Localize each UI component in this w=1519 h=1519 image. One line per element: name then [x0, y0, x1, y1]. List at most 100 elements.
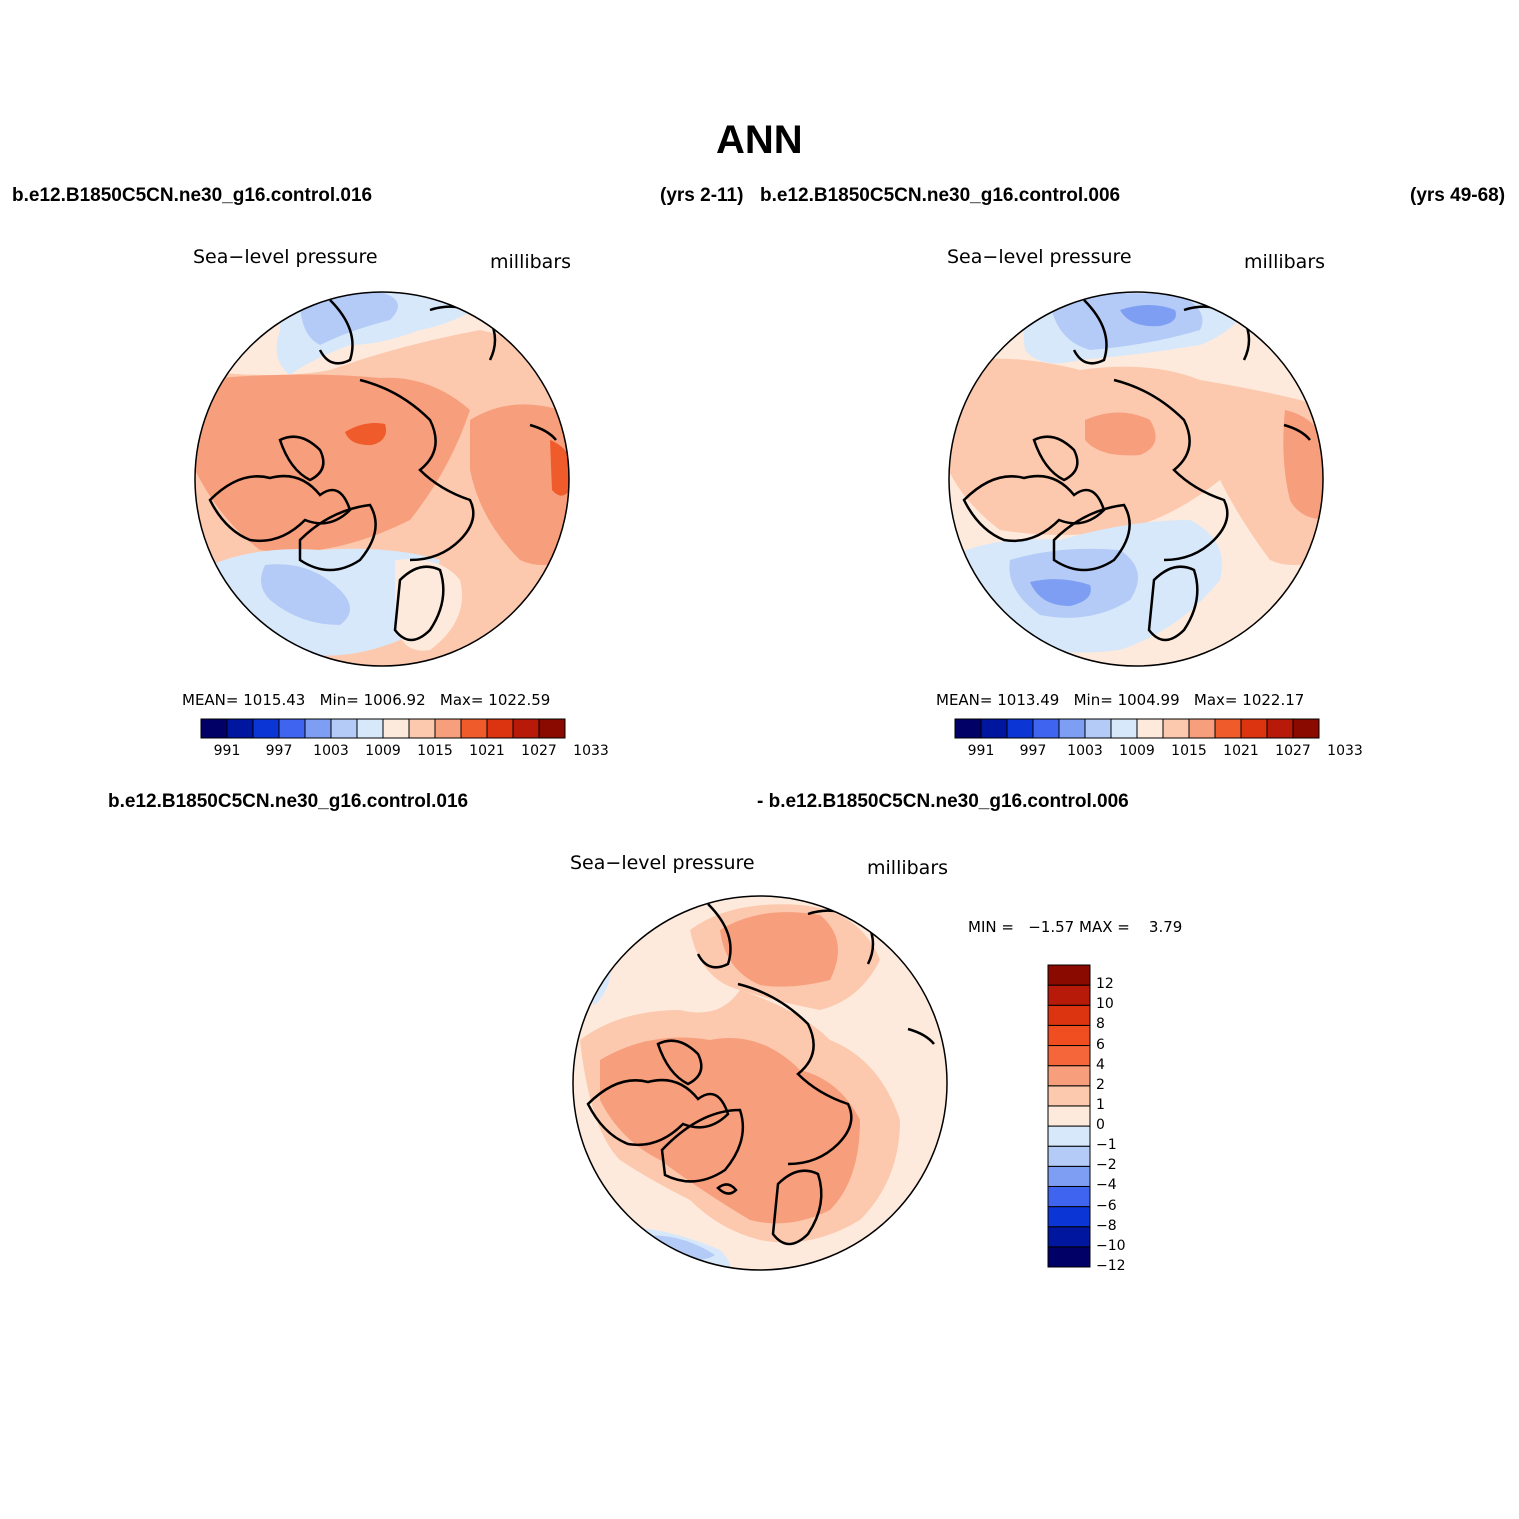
colorbar-tick-label: 1009 — [1119, 743, 1155, 759]
colorbar-swatch — [252, 718, 280, 739]
panel1-units: millibars — [490, 251, 572, 273]
colorbar-tick-label: 1021 — [1223, 743, 1259, 759]
colorbar-tick-label: −6 — [1096, 1197, 1117, 1214]
colorbar-swatch — [1047, 964, 1091, 986]
colorbar-tick-label: −12 — [1096, 1258, 1126, 1274]
panel2-stats: MEAN= 1013.49 Min= 1004.99 Max= 1022.17 — [936, 691, 1304, 709]
colorbar-swatch — [1006, 718, 1034, 739]
min-label: Min= — [319, 691, 359, 709]
colorbar-swatch — [408, 718, 436, 739]
colorbar-tick-label: −2 — [1096, 1157, 1117, 1174]
panel1-map — [195, 292, 569, 666]
min-value: 1006.92 — [363, 691, 426, 709]
colorbar-tick-label: 4 — [1096, 1056, 1105, 1073]
colorbar-swatch — [1047, 1226, 1091, 1248]
panel1-colorbar — [200, 718, 566, 739]
colorbar-tick-label: 12 — [1096, 976, 1114, 993]
colorbar-swatch — [1162, 718, 1190, 739]
colorbar-tick-label: 10 — [1096, 996, 1114, 1013]
colorbar-tick-label: 0 — [1096, 1117, 1105, 1134]
colorbar-swatch — [1032, 718, 1060, 739]
case2-years: (yrs 49-68) — [1410, 185, 1506, 206]
colorbar-swatch — [980, 718, 1008, 739]
colorbar-swatch — [1047, 1105, 1091, 1127]
colorbar-tick-label: 991 — [213, 743, 241, 759]
colorbar-tick-label: −10 — [1096, 1237, 1126, 1254]
diff-case1: b.e12.B1850C5CN.ne30_g16.control.016 — [108, 791, 469, 812]
colorbar-tick-label: 1003 — [1067, 743, 1103, 759]
diff-units: millibars — [867, 857, 949, 879]
panel2-colorbar — [954, 718, 1320, 739]
colorbar-swatch — [1047, 984, 1091, 1006]
colorbar-swatch — [1047, 1165, 1091, 1187]
colorbar-swatch — [1047, 1085, 1091, 1107]
colorbar-swatch — [1047, 1206, 1091, 1228]
colorbar-swatch — [1047, 1024, 1091, 1047]
case1-name: b.e12.B1850C5CN.ne30_g16.control.016 — [12, 185, 373, 206]
colorbar-swatch — [1047, 1145, 1091, 1167]
mean-value: 1013.49 — [997, 691, 1060, 709]
colorbar-tick-label: 2 — [1096, 1076, 1105, 1093]
colorbar-swatch — [1084, 718, 1112, 739]
mean-value: 1015.43 — [243, 691, 306, 709]
colorbar-swatch — [1110, 718, 1138, 739]
diff-map — [573, 896, 947, 1270]
panel2-coastlines — [962, 299, 1311, 642]
colorbar-tick-label: 1027 — [521, 743, 557, 759]
max-value: 1022.59 — [488, 691, 551, 709]
colorbar-tick-label: 1009 — [365, 743, 401, 759]
case1-years: (yrs 2-11) — [660, 185, 744, 206]
colorbar-swatch — [954, 718, 982, 739]
colorbar-tick-label: −8 — [1096, 1217, 1117, 1234]
diff-min-value: −1.57 — [1028, 918, 1075, 936]
panel2-units: millibars — [1244, 251, 1326, 273]
colorbar-swatch — [278, 718, 306, 739]
colorbar-swatch — [226, 718, 254, 739]
colorbar-tick-label: −4 — [1096, 1177, 1117, 1194]
colorbar-tick-label: 6 — [1096, 1036, 1105, 1053]
colorbar-swatch — [1214, 718, 1242, 739]
colorbar-swatch — [1047, 1065, 1091, 1087]
panel2-variable: Sea−level pressure — [947, 246, 1132, 268]
panel2-map — [949, 292, 1323, 666]
panel1-stats: MEAN= 1015.43 Min= 1006.92 Max= 1022.59 — [182, 691, 550, 709]
mean-label: MEAN= — [182, 691, 239, 709]
diff-stats: MIN = −1.57 MAX = 3.79 — [968, 918, 1182, 936]
mean-label: MEAN= — [936, 691, 993, 709]
colorbar-tick-label: 997 — [1019, 743, 1047, 759]
colorbar-swatch — [1188, 718, 1216, 739]
colorbar-swatch — [434, 718, 462, 739]
colorbar-swatch — [538, 718, 566, 739]
colorbar-tick-label: 1021 — [469, 743, 505, 759]
colorbar-tick-label: 1015 — [417, 743, 453, 759]
colorbar-swatch — [1058, 718, 1086, 739]
panel1-variable: Sea−level pressure — [193, 246, 378, 268]
colorbar-tick-label: 1033 — [1327, 743, 1363, 759]
colorbar-swatch — [382, 718, 410, 739]
diff-case2: - b.e12.B1850C5CN.ne30_g16.control.006 — [757, 791, 1129, 812]
max-value: 1022.17 — [1242, 691, 1305, 709]
case2-name: b.e12.B1850C5CN.ne30_g16.control.006 — [760, 185, 1121, 206]
colorbar-swatch — [460, 718, 488, 739]
colorbar-swatch — [1047, 1045, 1091, 1067]
colorbar-swatch — [1047, 1125, 1091, 1147]
colorbar-tick-label: 997 — [265, 743, 293, 759]
colorbar-swatch — [330, 718, 358, 739]
colorbar-swatch — [1266, 718, 1294, 739]
colorbar-swatch — [512, 718, 540, 739]
colorbar-swatch — [486, 718, 514, 739]
colorbar-swatch — [1047, 1004, 1091, 1026]
colorbar-swatch — [304, 718, 332, 739]
colorbar-tick-label: 1003 — [313, 743, 349, 759]
colorbar-swatch — [1136, 718, 1164, 739]
colorbar-tick-label: 8 — [1096, 1016, 1105, 1033]
diff-max-value: 3.79 — [1148, 918, 1183, 936]
colorbar-swatch — [1047, 1185, 1091, 1208]
min-value: 1004.99 — [1117, 691, 1180, 709]
max-label: Max= — [1193, 691, 1238, 709]
max-label: Max= — [439, 691, 484, 709]
colorbar-swatch — [200, 718, 228, 739]
colorbar-tick-label: 1 — [1096, 1096, 1105, 1113]
colorbar-tick-label: −1 — [1096, 1137, 1117, 1154]
